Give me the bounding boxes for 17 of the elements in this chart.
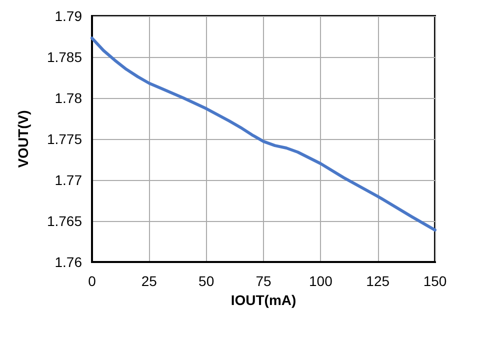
x-tick-label: 50 — [198, 273, 214, 289]
x-tick-label: 125 — [366, 273, 390, 289]
line-series — [90, 36, 436, 232]
y-tick-label: 1.765 — [46, 213, 82, 229]
x-axis-title: IOUT(mA) — [230, 292, 296, 308]
y-tick-label: 1.785 — [46, 49, 82, 65]
x-tick-label: 150 — [423, 273, 447, 289]
y-tick-label: 1.775 — [46, 131, 82, 147]
x-tick-label: 100 — [308, 273, 333, 289]
x-tick-label: 75 — [256, 273, 272, 289]
x-tick-label: 25 — [141, 273, 158, 289]
y-axis-title: VOUT(V) — [15, 110, 31, 168]
y-tick-label: 1.78 — [54, 90, 82, 106]
x-tick-label: 0 — [88, 273, 96, 289]
y-tick-label: 1.79 — [54, 8, 82, 24]
y-tick-label: 1.76 — [54, 254, 82, 270]
y-tick-label: 1.77 — [54, 172, 82, 188]
